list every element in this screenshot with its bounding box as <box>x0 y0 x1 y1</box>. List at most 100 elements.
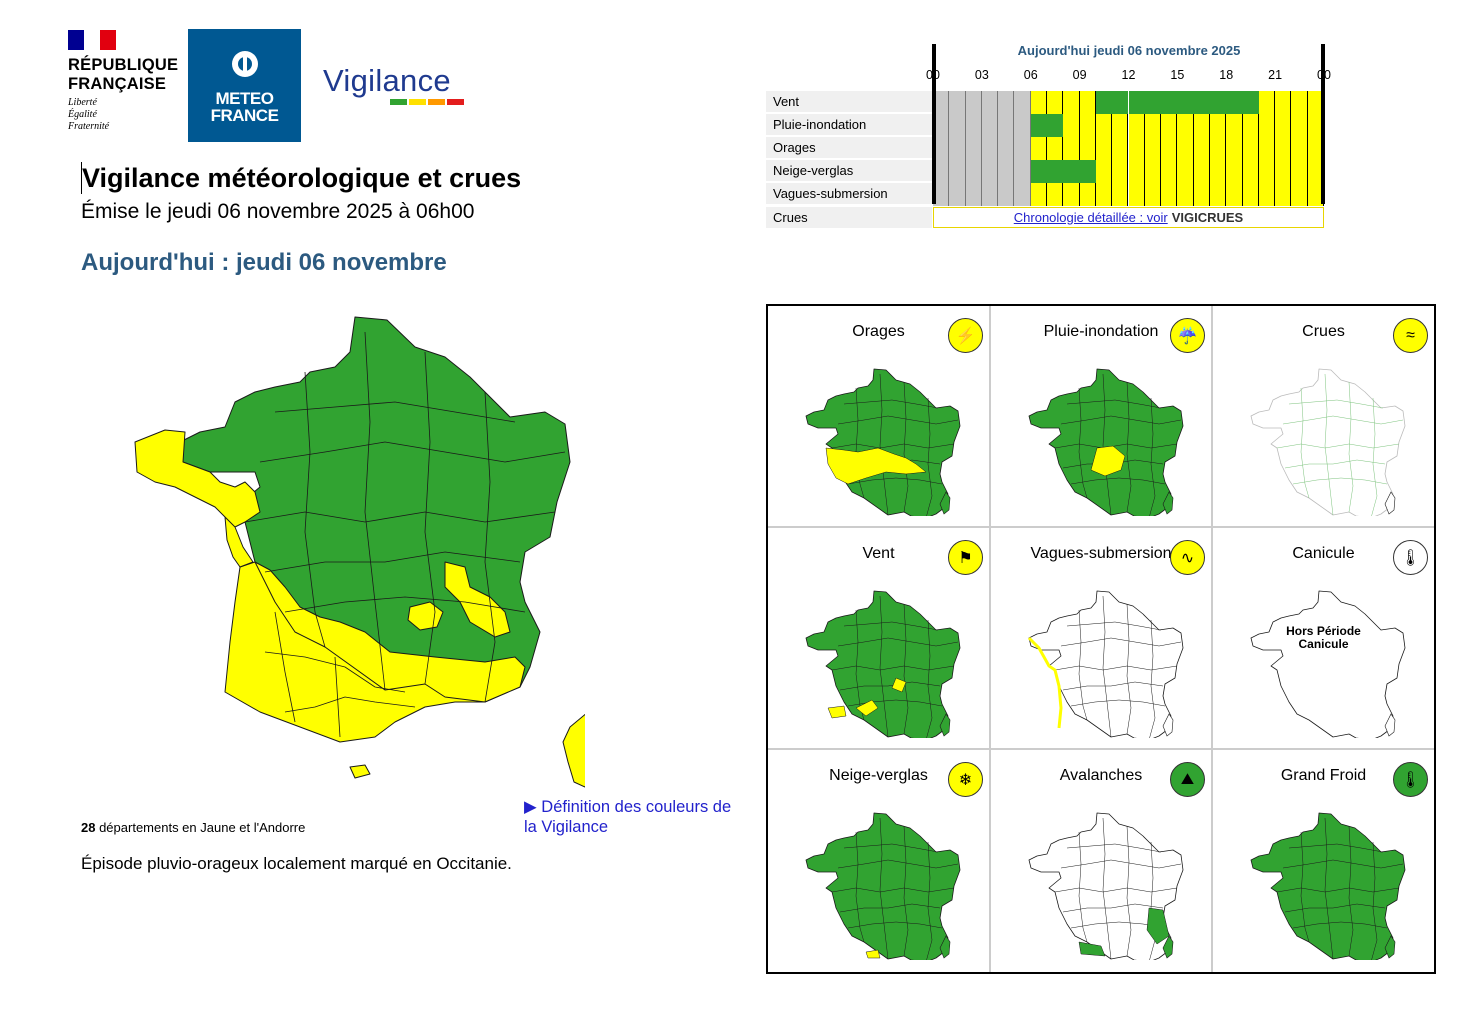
timeline-hour-cell[interactable] <box>965 114 982 137</box>
map-region-corsica[interactable] <box>562 712 585 788</box>
timeline-hour-cell[interactable] <box>1014 183 1031 206</box>
timeline-hour-cell[interactable] <box>1079 183 1096 206</box>
timeline-hour-cell[interactable] <box>1079 91 1096 114</box>
timeline-hour-cell[interactable] <box>1095 91 1113 114</box>
timeline-hour-cell[interactable] <box>1095 114 1113 137</box>
france-vigilance-map[interactable] <box>125 312 585 792</box>
timeline-hour-cell[interactable] <box>1275 160 1292 183</box>
timeline-hour-cell[interactable] <box>1291 137 1308 160</box>
timeline-hour-cell[interactable] <box>1030 137 1048 160</box>
map-region-andorre[interactable] <box>349 764 371 779</box>
timeline-hour-cell[interactable] <box>1193 183 1210 206</box>
timeline-hour-cell[interactable] <box>1193 91 1210 114</box>
timeline-hour-cell[interactable] <box>1128 183 1145 206</box>
timeline-hour-cell[interactable] <box>1144 91 1162 114</box>
timeline-hour-cell[interactable] <box>1014 114 1031 137</box>
timeline-hour-cell[interactable] <box>1177 91 1194 114</box>
timeline-hour-cell[interactable] <box>998 137 1015 160</box>
timeline-hour-cell[interactable] <box>1258 160 1276 183</box>
phenomenon-mini-map[interactable] <box>1009 366 1189 516</box>
timeline-hour-cell[interactable] <box>1047 137 1064 160</box>
timeline-hour-cell[interactable] <box>1047 114 1064 137</box>
timeline-hour-cell[interactable] <box>949 114 966 137</box>
timeline-hour-cell[interactable] <box>1275 114 1292 137</box>
timeline-hour-cell[interactable] <box>1144 160 1162 183</box>
timeline-hour-cell[interactable] <box>1275 137 1292 160</box>
definition-colors-link[interactable]: ▶ Définition des couleurs de la Vigilanc… <box>524 798 732 836</box>
timeline-hour-cell[interactable] <box>1258 183 1276 206</box>
timeline-hour-cell[interactable] <box>1047 160 1064 183</box>
phenomenon-cell-avalanches[interactable]: Avalanches ⛰ <box>991 750 1213 972</box>
phenomenon-cell-neige-verglas[interactable]: Neige-verglas ❄ <box>768 750 991 972</box>
phenomenon-mini-map[interactable] <box>1231 588 1411 738</box>
phenomenon-mini-map[interactable] <box>1009 588 1189 738</box>
phenomenon-cell-vent[interactable]: Vent ⚑ <box>768 528 991 750</box>
timeline-hour-cell[interactable] <box>981 160 999 183</box>
timeline-hour-cell[interactable] <box>1112 183 1129 206</box>
phenomenon-mini-map[interactable] <box>786 810 966 960</box>
meteo-france-logo[interactable]: METEO FRANCE <box>188 29 301 142</box>
timeline-hour-cell[interactable] <box>933 160 950 183</box>
timeline-hour-cell[interactable] <box>965 160 982 183</box>
timeline-hour-cell[interactable] <box>998 114 1015 137</box>
timeline-hour-cell[interactable] <box>1047 91 1064 114</box>
timeline-hour-cell[interactable] <box>1177 137 1194 160</box>
timeline-hour-cell[interactable] <box>998 183 1015 206</box>
timeline-hour-cell[interactable] <box>1112 114 1129 137</box>
timeline-hour-cell[interactable] <box>1063 160 1080 183</box>
timeline-hour-cell[interactable] <box>1209 91 1227 114</box>
timeline-hour-cell[interactable] <box>1161 114 1178 137</box>
timeline-hour-cell[interactable] <box>981 183 999 206</box>
timeline-hour-cell[interactable] <box>1242 114 1259 137</box>
timeline-hour-cell[interactable] <box>1030 183 1048 206</box>
phenomenon-mini-map[interactable] <box>786 588 966 738</box>
phenomenon-mini-map[interactable] <box>1009 810 1189 960</box>
phenomenon-cell-vagues-submersion[interactable]: Vagues-submersion ∿ <box>991 528 1213 750</box>
phenomenon-cell-grand-froid[interactable]: Grand Froid 🌡 <box>1213 750 1434 972</box>
timeline-hour-cell[interactable] <box>1128 137 1145 160</box>
timeline-hour-cell[interactable] <box>1014 160 1031 183</box>
timeline-hour-cell[interactable] <box>1193 160 1210 183</box>
timeline-hour-cell[interactable] <box>965 137 982 160</box>
timeline-hour-cell[interactable] <box>1063 137 1080 160</box>
timeline-hour-cell[interactable] <box>981 114 999 137</box>
timeline-hour-cell[interactable] <box>1177 114 1194 137</box>
timeline-hour-cell[interactable] <box>1258 137 1276 160</box>
timeline-hour-cell[interactable] <box>1063 114 1080 137</box>
timeline-hour-cell[interactable] <box>1030 160 1048 183</box>
phenomenon-mini-map[interactable] <box>786 366 966 516</box>
timeline-hour-cell[interactable] <box>1177 160 1194 183</box>
timeline-hour-cell[interactable] <box>1112 91 1129 114</box>
timeline-hour-cell[interactable] <box>1144 114 1162 137</box>
timeline-hour-cell[interactable] <box>1242 91 1259 114</box>
timeline-hour-cell[interactable] <box>1242 137 1259 160</box>
timeline-hour-cell[interactable] <box>1063 91 1080 114</box>
timeline-hour-cell[interactable] <box>1291 160 1308 183</box>
timeline-hour-cell[interactable] <box>1047 183 1064 206</box>
timeline-hour-cell[interactable] <box>949 160 966 183</box>
crues-chronology-link[interactable]: Chronologie détaillée : voir <box>1013 210 1168 225</box>
map-region-yellow-southwest[interactable] <box>224 561 526 743</box>
timeline-hour-cell[interactable] <box>981 91 999 114</box>
timeline-hour-cell[interactable] <box>1209 160 1227 183</box>
timeline-hour-cell[interactable] <box>1258 91 1276 114</box>
phenomenon-mini-map[interactable] <box>1231 366 1411 516</box>
timeline-hour-cell[interactable] <box>1128 114 1145 137</box>
timeline-hour-cell[interactable] <box>1226 183 1243 206</box>
timeline-hour-cell[interactable] <box>1112 160 1129 183</box>
timeline-hour-cell[interactable] <box>933 114 950 137</box>
timeline-hour-cell[interactable] <box>1128 91 1145 114</box>
timeline-hour-cell[interactable] <box>1161 183 1178 206</box>
phenomenon-cell-pluie-inondation[interactable]: Pluie-inondation ☔ <box>991 306 1213 528</box>
phenomenon-cell-orages[interactable]: Orages ⚡ <box>768 306 991 528</box>
phenomenon-cell-canicule[interactable]: Canicule 🌡 Hors Période Canicule <box>1213 528 1434 750</box>
timeline-hour-cell[interactable] <box>1275 91 1292 114</box>
timeline-hour-cell[interactable] <box>933 91 950 114</box>
timeline-hour-cell[interactable] <box>933 137 950 160</box>
timeline-hour-cell[interactable] <box>1226 160 1243 183</box>
timeline-hour-cell[interactable] <box>1209 114 1227 137</box>
map-region-yellow-east[interactable] <box>444 561 511 638</box>
timeline-hour-cell[interactable] <box>1161 137 1178 160</box>
timeline-hour-cell[interactable] <box>998 160 1015 183</box>
timeline-hour-cell[interactable] <box>1242 160 1259 183</box>
